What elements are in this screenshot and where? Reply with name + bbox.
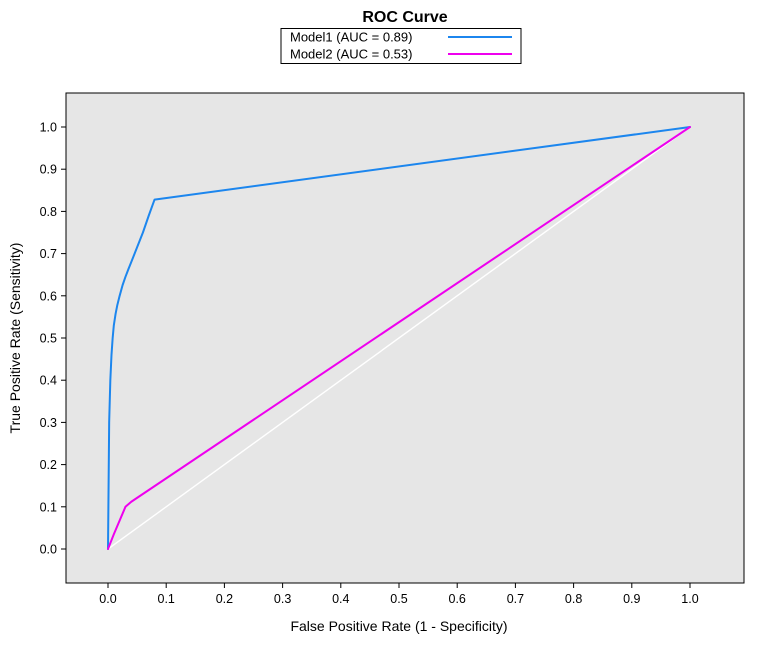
legend-box xyxy=(280,28,522,64)
roc-series-line-2 xyxy=(107,126,691,550)
plot-area xyxy=(65,92,745,584)
y-tick-label: 0.0 xyxy=(40,543,57,557)
x-tick-label: 0.1 xyxy=(158,592,175,606)
y-tick-label: 0.7 xyxy=(40,247,57,261)
y-tick-label: 0.4 xyxy=(40,374,57,388)
y-tick-label: 0.8 xyxy=(40,205,57,219)
x-tick-label: 0.8 xyxy=(565,592,582,606)
x-tick-label: 0.9 xyxy=(623,592,640,606)
y-axis-title: True Positive Rate (Sensitivity) xyxy=(7,243,23,434)
y-tick-label: 1.0 xyxy=(40,121,57,135)
roc-series-line-1 xyxy=(107,126,691,550)
x-tick-label: 1.0 xyxy=(681,592,698,606)
chart-title: ROC Curve xyxy=(362,9,447,26)
y-tick-label: 0.3 xyxy=(40,416,57,430)
x-tick-label: 0.4 xyxy=(332,592,349,606)
plot-layer: 0.0 0.1 0.2 0.3 0.4 0.5 0.6 0.7 0.8 0.9 1.0 0.0 0.1 0… xyxy=(40,28,745,606)
x-axis-title: False Positive Rate (1 - Specificity) xyxy=(290,618,507,634)
legend-label-1: Model1 (AUC = 0.89) xyxy=(290,30,412,45)
x-tick-label: 0.5 xyxy=(390,592,407,606)
x-tick-label: 0.7 xyxy=(507,592,524,606)
y-tick-label: 0.1 xyxy=(40,500,57,514)
reference-diagonal-line xyxy=(107,126,691,550)
y-tick-label: 0.6 xyxy=(40,289,57,303)
legend-label-2: Model2 (AUC = 0.53) xyxy=(290,47,412,62)
x-tick-label: 0.0 xyxy=(99,592,116,606)
y-tick-label: 0.2 xyxy=(40,458,57,472)
y-tick-label: 0.5 xyxy=(40,332,57,346)
x-tick-label: 0.2 xyxy=(216,592,233,606)
y-tick-label: 0.9 xyxy=(40,163,57,177)
x-tick-label: 0.3 xyxy=(274,592,291,606)
x-tick-label: 0.6 xyxy=(449,592,466,606)
